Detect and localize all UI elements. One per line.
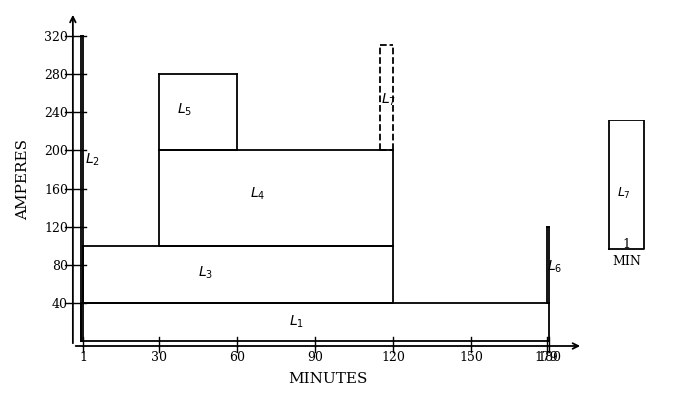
X-axis label: MINUTES: MINUTES bbox=[288, 372, 368, 386]
Text: 1: 1 bbox=[623, 238, 630, 251]
Text: $L_{6}$: $L_{6}$ bbox=[547, 258, 562, 275]
Text: $L_{3}$: $L_{3}$ bbox=[198, 264, 213, 281]
Text: $L_{1}$: $L_{1}$ bbox=[289, 314, 304, 330]
Text: $L_7$: $L_7$ bbox=[617, 186, 631, 200]
Text: $L_{5}$: $L_{5}$ bbox=[177, 102, 192, 118]
Text: MIN: MIN bbox=[612, 255, 641, 268]
Text: $L_{2}$: $L_{2}$ bbox=[85, 152, 99, 168]
Text: $L_{7}$: $L_{7}$ bbox=[381, 92, 396, 108]
Y-axis label: AMPERES: AMPERES bbox=[16, 138, 30, 220]
Text: $L_{4}$: $L_{4}$ bbox=[250, 185, 265, 202]
